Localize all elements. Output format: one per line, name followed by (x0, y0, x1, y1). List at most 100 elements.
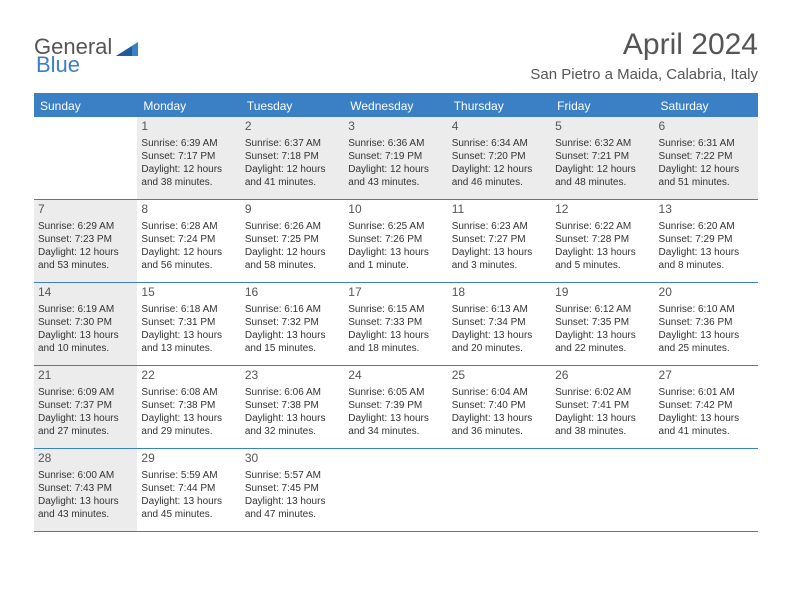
day-cell: 2Sunrise: 6:37 AMSunset: 7:18 PMDaylight… (241, 117, 344, 199)
day-sunrise: Sunrise: 6:00 AM (38, 469, 133, 482)
day-cell: 18Sunrise: 6:13 AMSunset: 7:34 PMDayligh… (448, 283, 551, 365)
day-sunset: Sunset: 7:29 PM (659, 233, 754, 246)
day-number: 17 (348, 285, 443, 301)
day-cell: 8Sunrise: 6:28 AMSunset: 7:24 PMDaylight… (137, 200, 240, 282)
logo-triangle-icon (116, 38, 138, 56)
day-day2: and 22 minutes. (555, 342, 650, 355)
day-sunset: Sunset: 7:30 PM (38, 316, 133, 329)
day-sunrise: Sunrise: 6:05 AM (348, 386, 443, 399)
day-cell: 24Sunrise: 6:05 AMSunset: 7:39 PMDayligh… (344, 366, 447, 448)
logo-word2: Blue (36, 52, 80, 77)
day-number: 5 (555, 119, 650, 135)
day-day2: and 25 minutes. (659, 342, 754, 355)
day-cell: 5Sunrise: 6:32 AMSunset: 7:21 PMDaylight… (551, 117, 654, 199)
day-number: 11 (452, 202, 547, 218)
day-day2: and 56 minutes. (141, 259, 236, 272)
day-sunrise: Sunrise: 6:01 AM (659, 386, 754, 399)
day-sunset: Sunset: 7:32 PM (245, 316, 340, 329)
day-sunrise: Sunrise: 6:06 AM (245, 386, 340, 399)
day-day2: and 41 minutes. (659, 425, 754, 438)
weekday-row: Sunday Monday Tuesday Wednesday Thursday… (34, 95, 758, 117)
day-day1: Daylight: 12 hours (452, 163, 547, 176)
day-day1: Daylight: 13 hours (245, 495, 340, 508)
day-day1: Daylight: 13 hours (141, 495, 236, 508)
day-day1: Daylight: 13 hours (452, 412, 547, 425)
day-day1: Daylight: 13 hours (659, 329, 754, 342)
weekday-header: Thursday (448, 95, 551, 117)
day-day1: Daylight: 13 hours (659, 246, 754, 259)
day-number: 3 (348, 119, 443, 135)
day-sunset: Sunset: 7:38 PM (141, 399, 236, 412)
day-day1: Daylight: 12 hours (245, 163, 340, 176)
day-cell: 4Sunrise: 6:34 AMSunset: 7:20 PMDaylight… (448, 117, 551, 199)
day-sunrise: Sunrise: 6:26 AM (245, 220, 340, 233)
day-number: 12 (555, 202, 650, 218)
day-sunrise: Sunrise: 6:09 AM (38, 386, 133, 399)
calendar: Sunday Monday Tuesday Wednesday Thursday… (34, 93, 758, 532)
day-sunrise: Sunrise: 6:04 AM (452, 386, 547, 399)
day-number: 15 (141, 285, 236, 301)
day-day2: and 45 minutes. (141, 508, 236, 521)
weekday-header: Wednesday (344, 95, 447, 117)
day-sunrise: Sunrise: 6:19 AM (38, 303, 133, 316)
day-number: 26 (555, 368, 650, 384)
day-number: 1 (141, 119, 236, 135)
day-cell: 22Sunrise: 6:08 AMSunset: 7:38 PMDayligh… (137, 366, 240, 448)
day-day1: Daylight: 13 hours (452, 329, 547, 342)
day-cell: 25Sunrise: 6:04 AMSunset: 7:40 PMDayligh… (448, 366, 551, 448)
day-day2: and 3 minutes. (452, 259, 547, 272)
day-day2: and 8 minutes. (659, 259, 754, 272)
day-number: 23 (245, 368, 340, 384)
day-number: 29 (141, 451, 236, 467)
day-cell: 27Sunrise: 6:01 AMSunset: 7:42 PMDayligh… (655, 366, 758, 448)
day-sunrise: Sunrise: 6:15 AM (348, 303, 443, 316)
day-day1: Daylight: 13 hours (659, 412, 754, 425)
title-block: April 2024 San Pietro a Maida, Calabria,… (530, 28, 758, 83)
day-sunrise: Sunrise: 6:39 AM (141, 137, 236, 150)
day-number: 14 (38, 285, 133, 301)
day-cell: 23Sunrise: 6:06 AMSunset: 7:38 PMDayligh… (241, 366, 344, 448)
week-row: 28Sunrise: 6:00 AMSunset: 7:43 PMDayligh… (34, 449, 758, 532)
day-day1: Daylight: 12 hours (245, 246, 340, 259)
day-sunrise: Sunrise: 6:25 AM (348, 220, 443, 233)
day-cell: 28Sunrise: 6:00 AMSunset: 7:43 PMDayligh… (34, 449, 137, 531)
day-cell: 7Sunrise: 6:29 AMSunset: 7:23 PMDaylight… (34, 200, 137, 282)
weekday-header: Sunday (34, 95, 137, 117)
day-day1: Daylight: 13 hours (38, 412, 133, 425)
day-day1: Daylight: 12 hours (555, 163, 650, 176)
day-number: 22 (141, 368, 236, 384)
weekday-header: Saturday (655, 95, 758, 117)
day-number: 9 (245, 202, 340, 218)
day-sunset: Sunset: 7:39 PM (348, 399, 443, 412)
day-day1: Daylight: 12 hours (38, 246, 133, 259)
day-sunrise: Sunrise: 6:32 AM (555, 137, 650, 150)
day-day2: and 43 minutes. (38, 508, 133, 521)
day-sunrise: Sunrise: 6:10 AM (659, 303, 754, 316)
day-day2: and 29 minutes. (141, 425, 236, 438)
day-cell: 13 Sunrise: 6:20 AMSunset: 7:29 PMDayligh… (655, 200, 758, 282)
day-day1: Daylight: 12 hours (141, 163, 236, 176)
day-day1: Daylight: 13 hours (141, 412, 236, 425)
day-day2: and 13 minutes. (141, 342, 236, 355)
day-sunset: Sunset: 7:20 PM (452, 150, 547, 163)
weekday-header: Tuesday (241, 95, 344, 117)
day-number: 2 (245, 119, 340, 135)
day-number: 13 (659, 202, 754, 218)
day-day1: Daylight: 13 hours (38, 329, 133, 342)
day-sunrise: Sunrise: 6:16 AM (245, 303, 340, 316)
day-sunset: Sunset: 7:33 PM (348, 316, 443, 329)
day-day2: and 58 minutes. (245, 259, 340, 272)
day-sunrise: Sunrise: 6:37 AM (245, 137, 340, 150)
day-day2: and 10 minutes. (38, 342, 133, 355)
day-day2: and 5 minutes. (555, 259, 650, 272)
day-number: 19 (555, 285, 650, 301)
day-sunset: Sunset: 7:44 PM (141, 482, 236, 495)
day-sunset: Sunset: 7:28 PM (555, 233, 650, 246)
day-number: 6 (659, 119, 754, 135)
day-number: 20 (659, 285, 754, 301)
day-cell: 19Sunrise: 6:12 AMSunset: 7:35 PMDayligh… (551, 283, 654, 365)
day-sunrise: Sunrise: 6:20 AM (659, 220, 754, 233)
day-sunset: Sunset: 7:36 PM (659, 316, 754, 329)
location: San Pietro a Maida, Calabria, Italy (530, 66, 758, 83)
day-sunset: Sunset: 7:17 PM (141, 150, 236, 163)
